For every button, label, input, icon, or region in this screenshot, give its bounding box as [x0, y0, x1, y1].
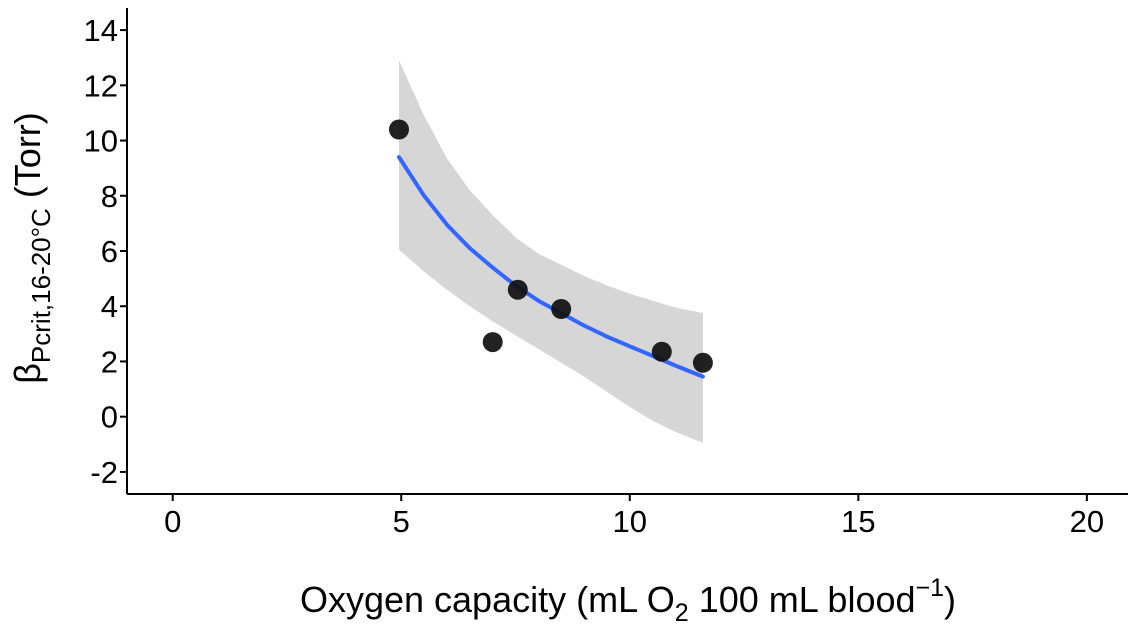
y-tick-label-4: 6 — [101, 234, 118, 269]
y-tick-label-7: 12 — [84, 68, 118, 103]
x-axis-title: Oxygen capacity (mL O2 100 mL blood−1) — [300, 574, 956, 627]
data-point-1 — [389, 119, 409, 140]
x-tick-label-3: 15 — [841, 504, 875, 539]
y-tick-label-5: 8 — [101, 179, 118, 214]
fit-line — [397, 155, 705, 379]
x-axis-title-middle: 100 mL blood — [689, 579, 916, 620]
data-point-5 — [651, 341, 672, 362]
y-tick-label-3: 4 — [101, 289, 118, 324]
fit-line-layer — [397, 155, 705, 379]
confidence-band-layer — [399, 60, 703, 443]
data-point-2 — [482, 332, 503, 353]
y-tick-label-8: 14 — [84, 13, 118, 48]
y-axis-title-symbol: β — [7, 363, 48, 384]
y-tick-label-6: 10 — [84, 124, 118, 159]
y-tick-label-2: 2 — [101, 344, 118, 379]
data-point-3 — [507, 279, 528, 300]
x-tick-label-4: 20 — [1070, 504, 1104, 539]
y-axis-title-subscript: Pcrit,16-20°C — [26, 208, 56, 363]
data-points-layer — [389, 119, 713, 373]
x-tick-label-2: 10 — [613, 504, 647, 539]
x-tick-label-1: 5 — [393, 504, 410, 539]
x-axis-title-main: Oxygen capacity (mL O — [300, 579, 675, 620]
x-axis-title-superscript: −1 — [916, 574, 945, 602]
y-axis-title: βPcrit,16-20°C (Torr) — [7, 112, 56, 384]
x-tick-label-0: 0 — [164, 504, 181, 539]
data-point-4 — [551, 299, 572, 319]
axes-layer: 0 5 10 15 20 -2 0 2 4 6 8 10 12 14 — [84, 8, 1128, 539]
y-tick-label-0: -2 — [90, 455, 118, 490]
x-axis-title-end: ) — [944, 579, 956, 620]
confidence-band — [399, 60, 703, 443]
data-point-6 — [692, 352, 713, 373]
y-axis-title-end: (Torr) — [7, 112, 48, 208]
y-tick-label-1: 0 — [101, 400, 118, 435]
x-axis-title-subscript: 2 — [675, 599, 689, 627]
